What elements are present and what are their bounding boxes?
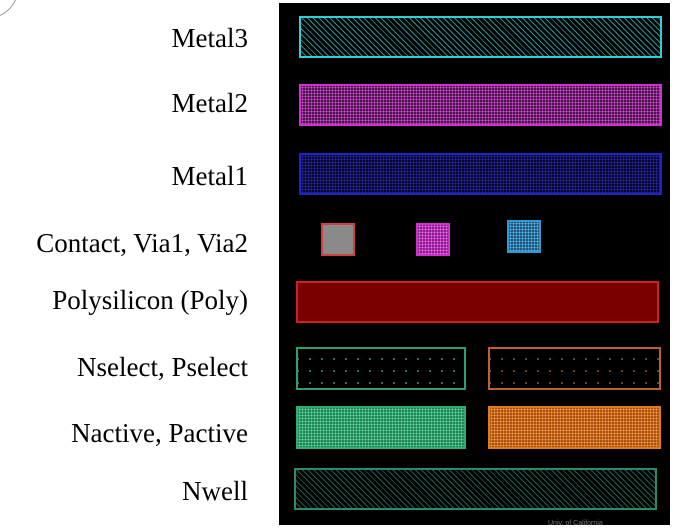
label-metal3: Metal3 [171, 23, 248, 53]
label-contacts-vias: Contact, Via1, Via2 [36, 228, 248, 258]
label-nwell: Nwell [182, 476, 248, 506]
via2-square [507, 220, 541, 253]
metal3-layer [299, 16, 662, 58]
nselect-layer [296, 347, 466, 390]
pselect-layer [488, 347, 661, 390]
layout-layer-panel [279, 3, 670, 525]
pactive-layer [488, 406, 661, 449]
label-metal1: Metal1 [171, 161, 248, 191]
label-select: Nselect, Pselect [77, 352, 248, 382]
label-active: Nactive, Pactive [71, 418, 248, 448]
label-metal2: Metal2 [171, 88, 248, 118]
nactive-layer [296, 406, 466, 449]
nwell-layer [294, 468, 657, 510]
metal2-layer [299, 84, 662, 126]
label-polysilicon: Polysilicon (Poly) [52, 285, 248, 315]
metal1-layer [299, 153, 662, 195]
footer-credit: Univ. of California [548, 520, 603, 527]
via1-square [416, 223, 450, 256]
contact-square [321, 223, 355, 256]
polysilicon-layer [296, 281, 659, 323]
corner-arc-decoration [0, 0, 18, 18]
